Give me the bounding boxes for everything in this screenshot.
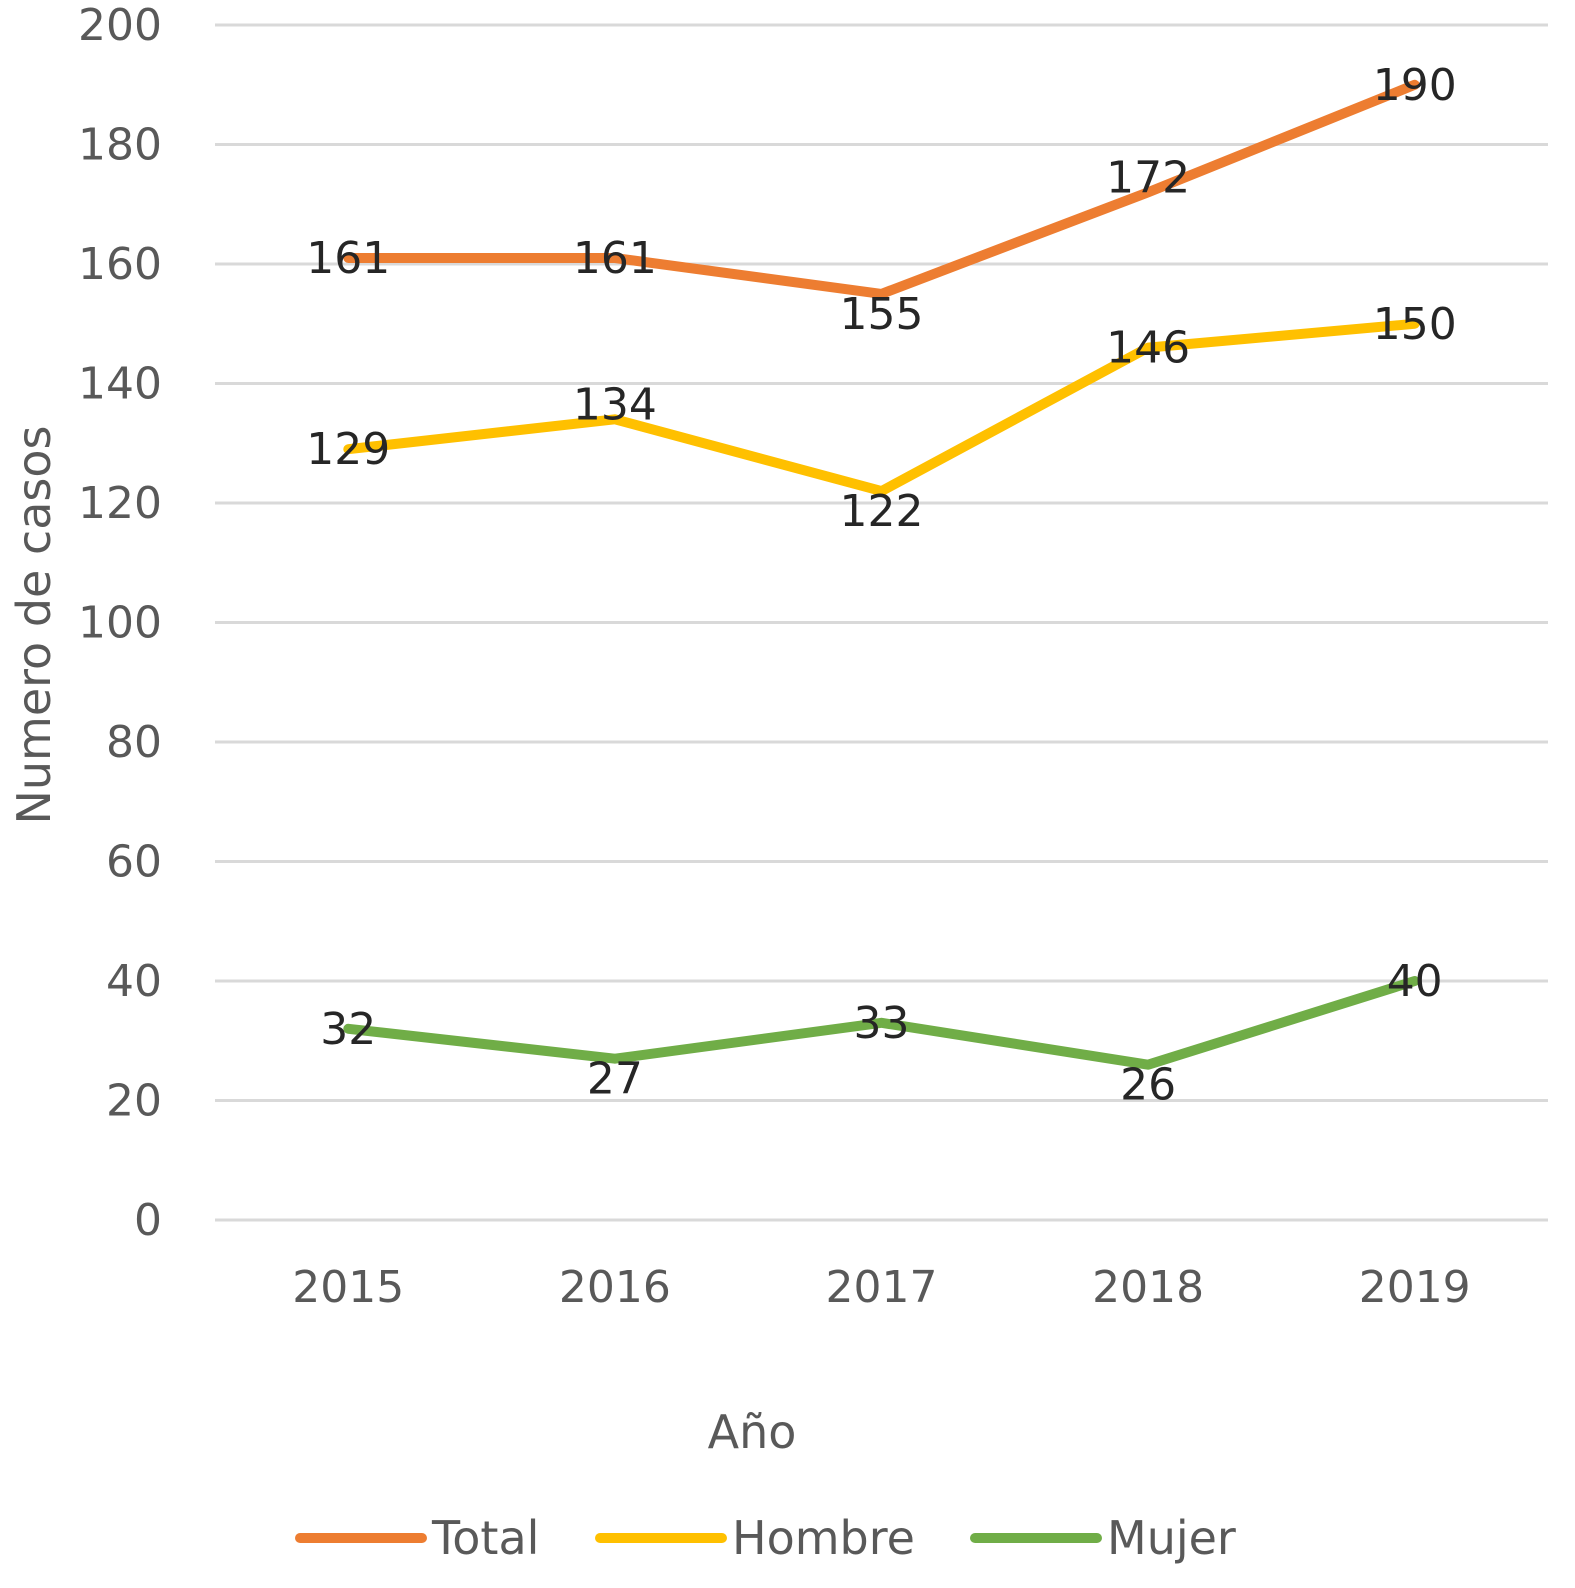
data-label: 172 [1106,152,1190,203]
y-tick-label: 80 [106,717,162,768]
series-line-total [343,79,1420,299]
data-label: 26 [1120,1060,1176,1111]
data-label: 155 [840,289,924,340]
series-line-mujer [343,976,1420,1070]
data-label: 122 [840,486,924,537]
data-label: 161 [573,233,657,284]
legend-label: Total [431,1511,539,1565]
data-label: 27 [587,1054,643,1105]
gridlines [215,23,1548,1222]
y-tick-label: 20 [106,1076,162,1127]
y-tick-label: 180 [78,120,162,171]
x-tick-label: 2018 [1092,1262,1204,1313]
y-tick-label: 0 [134,1195,162,1246]
x-axis-title: Año [708,1405,797,1459]
x-axis-ticks: 2015 2016 2017 2018 2019 [292,1262,1470,1313]
y-axis-title: Numero de casos [7,425,61,824]
legend-item-total: Total [295,1511,539,1565]
y-tick-label: 200 [78,0,162,51]
data-label: 129 [306,424,390,475]
data-label: 134 [573,379,657,430]
y-tick-label: 160 [78,239,162,290]
data-label: 150 [1373,299,1457,350]
data-labels: 161 161 155 172 190 129 134 122 146 150 32 27 33 26 40 [306,60,1456,1111]
y-tick-label: 60 [106,837,162,888]
series-lines [343,79,1420,1070]
legend: Total Hombre Mujer [295,1511,1236,1565]
data-label: 40 [1387,956,1443,1007]
legend-item-hombre: Hombre [595,1511,915,1565]
data-label: 161 [306,233,390,284]
y-axis-ticks: 0 20 40 60 80 100 120 140 160 180 200 [78,0,162,1246]
data-label: 32 [320,1004,376,1055]
x-tick-label: 2016 [559,1262,671,1313]
y-tick-label: 100 [78,598,162,649]
legend-label: Mujer [1107,1511,1236,1565]
x-tick-label: 2015 [292,1262,404,1313]
data-label: 190 [1373,60,1457,111]
x-tick-label: 2017 [826,1262,938,1313]
y-tick-label: 140 [78,359,162,410]
y-tick-label: 120 [78,478,162,529]
legend-item-mujer: Mujer [970,1511,1236,1565]
series-line-hombre [343,318,1420,497]
x-tick-label: 2019 [1359,1262,1471,1313]
data-label: 33 [854,998,910,1049]
y-tick-label: 40 [106,956,162,1007]
data-label: 146 [1106,323,1190,374]
legend-label: Hombre [732,1511,915,1565]
